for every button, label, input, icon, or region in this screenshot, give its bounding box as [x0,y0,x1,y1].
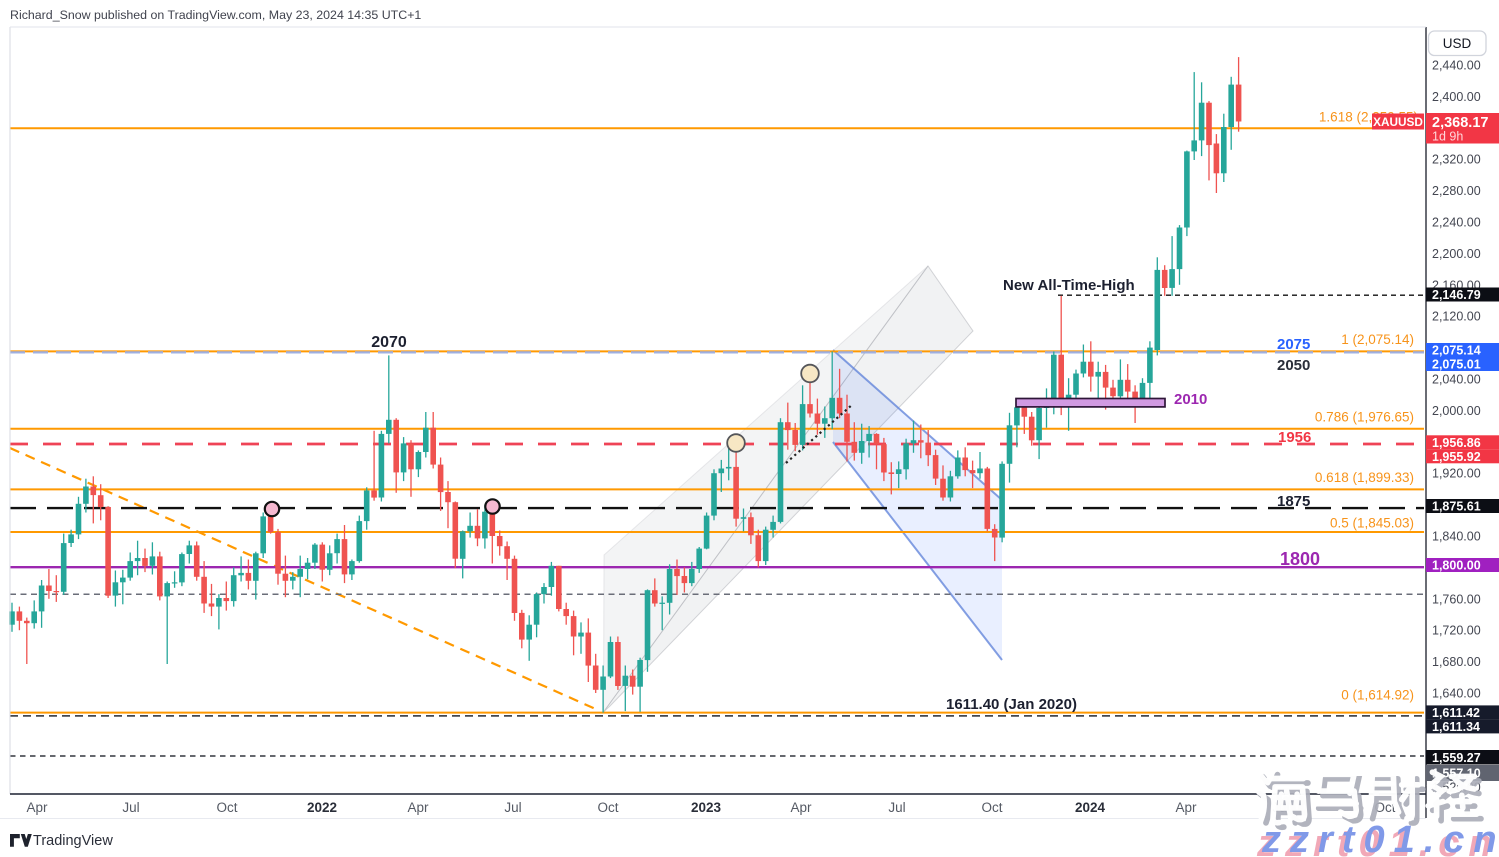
svg-text:New All-Time-High: New All-Time-High [1003,277,1135,294]
svg-text:1,640.00: 1,640.00 [1432,687,1481,701]
svg-text:0.618 (1,899.33): 0.618 (1,899.33) [1315,470,1414,485]
svg-text:1800: 1800 [1280,549,1320,569]
svg-text:2050: 2050 [1277,357,1310,374]
svg-text:Jul: Jul [888,800,905,815]
svg-text:1,875.61: 1,875.61 [1432,500,1481,514]
svg-text:Apr: Apr [26,800,48,815]
svg-text:0.786 (1,976.65): 0.786 (1,976.65) [1315,410,1414,425]
svg-text:Oct: Oct [597,800,618,815]
svg-text:Apr: Apr [407,800,429,815]
svg-text:1956: 1956 [1278,429,1311,446]
svg-text:1875: 1875 [1277,493,1310,510]
svg-text:2,280.00: 2,280.00 [1432,184,1481,198]
svg-text:2,200.00: 2,200.00 [1432,247,1481,261]
svg-text:2022: 2022 [307,800,337,815]
svg-text:1,720.00: 1,720.00 [1432,624,1481,638]
svg-text:2075: 2075 [1277,336,1310,353]
svg-text:0 (1,614.92): 0 (1,614.92) [1341,688,1414,703]
svg-text:2,368.17: 2,368.17 [1432,115,1488,131]
svg-text:Jul: Jul [122,800,139,815]
svg-text:1,559.27: 1,559.27 [1432,751,1481,765]
svg-text:Apr: Apr [1175,800,1197,815]
svg-text:2,000.00: 2,000.00 [1432,404,1481,418]
svg-text:Oct: Oct [1374,800,1395,815]
svg-text:2,075.14: 2,075.14 [1432,344,1481,358]
svg-text:2,120.00: 2,120.00 [1432,310,1481,324]
svg-text:Apr: Apr [790,800,812,815]
svg-text:Jul: Jul [504,800,521,815]
svg-text:2,440.00: 2,440.00 [1432,59,1481,73]
svg-text:zzrt01.cn: zzrt01.cn [1261,819,1499,857]
svg-text:1 (2,075.14): 1 (2,075.14) [1341,332,1414,347]
svg-text:2,240.00: 2,240.00 [1432,216,1481,230]
svg-text:1,955.92: 1,955.92 [1432,450,1481,464]
svg-text:1,680.00: 1,680.00 [1432,655,1481,669]
svg-text:1,760.00: 1,760.00 [1432,592,1481,606]
svg-text:2023: 2023 [691,800,722,815]
svg-text:TradingView: TradingView [33,833,113,849]
svg-text:1,956.86: 1,956.86 [1432,436,1481,450]
svg-text:Richard_Snow published on Trad: Richard_Snow published on TradingView.co… [10,8,421,22]
svg-text:2,040.00: 2,040.00 [1432,373,1481,387]
svg-text:1,840.00: 1,840.00 [1432,530,1481,544]
svg-text:USD: USD [1443,36,1472,51]
svg-text:1,611.42: 1,611.42 [1432,706,1480,720]
svg-text:zzrt01.cn: zzrt01.cn [1256,823,1499,857]
svg-text:1,800.00: 1,800.00 [1432,559,1481,573]
svg-text:2024: 2024 [1075,800,1106,815]
svg-text:1,611.34: 1,611.34 [1432,720,1480,734]
svg-text:0.5 (1,845.03): 0.5 (1,845.03) [1330,516,1414,531]
svg-text:2070: 2070 [371,334,407,351]
svg-text:2,320.00: 2,320.00 [1432,153,1481,167]
svg-text:1,920.00: 1,920.00 [1432,467,1481,481]
svg-text:2010: 2010 [1174,391,1207,408]
svg-text:2,075.01: 2,075.01 [1432,358,1481,372]
svg-text:1d 9h: 1d 9h [1432,130,1463,144]
svg-text:XAUUSD: XAUUSD [1373,115,1423,129]
svg-text:2,146.79: 2,146.79 [1432,288,1481,302]
svg-text:1611.40 (Jan 2020): 1611.40 (Jan 2020) [946,696,1077,713]
svg-text:Oct: Oct [981,800,1002,815]
svg-text:2,400.00: 2,400.00 [1432,90,1481,104]
svg-text:Oct: Oct [216,800,237,815]
